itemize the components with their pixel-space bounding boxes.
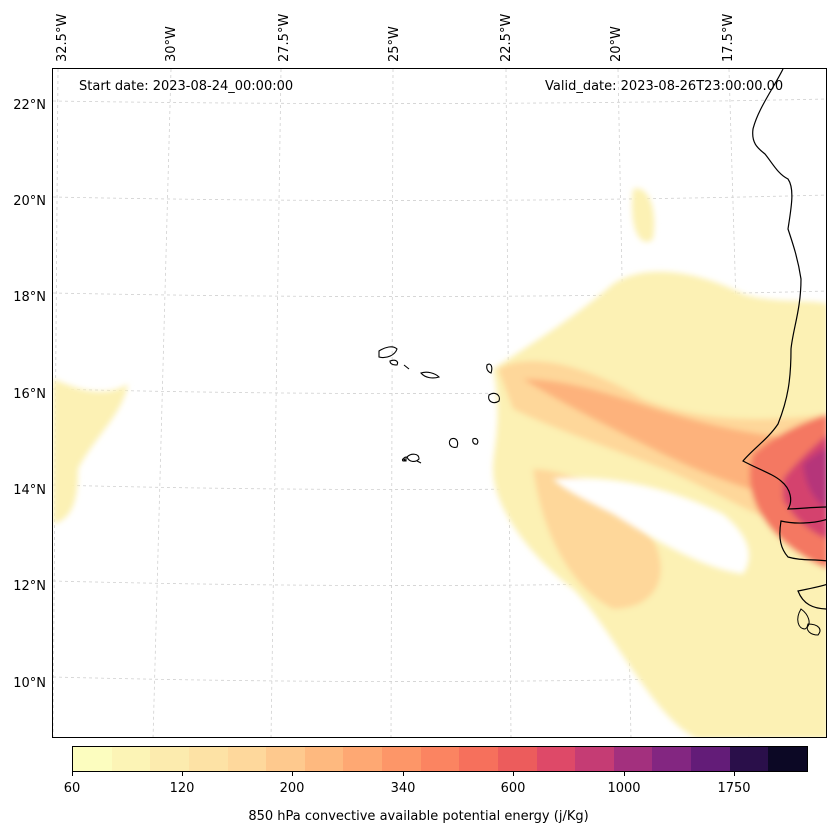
lat-label-16n: 16°N [13, 387, 46, 402]
colorbar-swatch [459, 747, 498, 771]
colorbar-swatch [691, 747, 730, 771]
colorbar-swatch [227, 747, 267, 771]
colorbar-swatch [729, 747, 769, 771]
colorbar-swatch [188, 747, 228, 771]
valid-date-text: Valid_date: 2023-08-26T23:00:00.00 [545, 79, 784, 94]
lat-label-10n: 10°N [13, 676, 46, 691]
cb-tick-label: 200 [279, 781, 305, 796]
map-canvas [53, 69, 826, 737]
cb-tickmark [403, 772, 404, 776]
colorbar-swatch [768, 747, 807, 771]
lat-label-18n: 18°N [13, 290, 46, 305]
lon-label-22-5w: 22.5°W [499, 13, 514, 62]
cb-tick-label: 60 [63, 781, 81, 796]
cb-tickmark [182, 772, 183, 776]
cb-tick-label: 1750 [717, 781, 751, 796]
cb-tickmark [72, 772, 73, 776]
colorbar-swatch [613, 747, 653, 771]
lat-label-22n: 22°N [13, 98, 46, 113]
colorbar-swatch [304, 747, 344, 771]
start-date-text: Start date: 2023-08-24_00:00:00 [79, 79, 294, 94]
map-panel [52, 68, 827, 738]
cb-tick-label: 120 [169, 781, 195, 796]
lon-label-32-5w: 32.5°W [55, 13, 70, 62]
lon-label-25w: 25°W [387, 26, 402, 62]
cb-tickmark [734, 772, 735, 776]
colorbar-swatch [111, 747, 151, 771]
cb-tick-label: 1000 [607, 781, 641, 796]
cb-tick-label: 600 [500, 781, 526, 796]
colorbar-swatch [73, 747, 112, 771]
colorbar-swatch [382, 747, 421, 771]
colorbar-swatch [420, 747, 460, 771]
lat-label-14n: 14°N [13, 483, 46, 498]
colorbar-swatch [266, 747, 305, 771]
cb-tickmark [292, 772, 293, 776]
colorbar-swatch [150, 747, 189, 771]
cb-tick-label: 340 [390, 781, 416, 796]
lat-label-20n: 20°N [13, 194, 46, 209]
cabo-verde-islands [378, 346, 500, 464]
colorbar-swatch [497, 747, 537, 771]
low-cape-gap [553, 478, 749, 574]
colorbar-swatch [343, 747, 382, 771]
colorbar-swatch [536, 747, 576, 771]
cb-tickmark [624, 772, 625, 776]
lon-label-20w: 20°W [609, 26, 624, 62]
colorbar-swatch [575, 747, 614, 771]
lon-label-17-5w: 17.5°W [721, 13, 736, 62]
cape-field [53, 188, 826, 737]
lon-label-27-5w: 27.5°W [277, 13, 292, 62]
colorbar-swatch [652, 747, 691, 771]
lon-label-30w: 30°W [164, 26, 179, 62]
colorbar-label: 850 hPa convective available potential e… [248, 809, 589, 824]
colorbar [72, 746, 808, 772]
lat-label-12n: 12°N [13, 579, 46, 594]
african-coastline [742, 69, 826, 610]
cb-tickmark [513, 772, 514, 776]
